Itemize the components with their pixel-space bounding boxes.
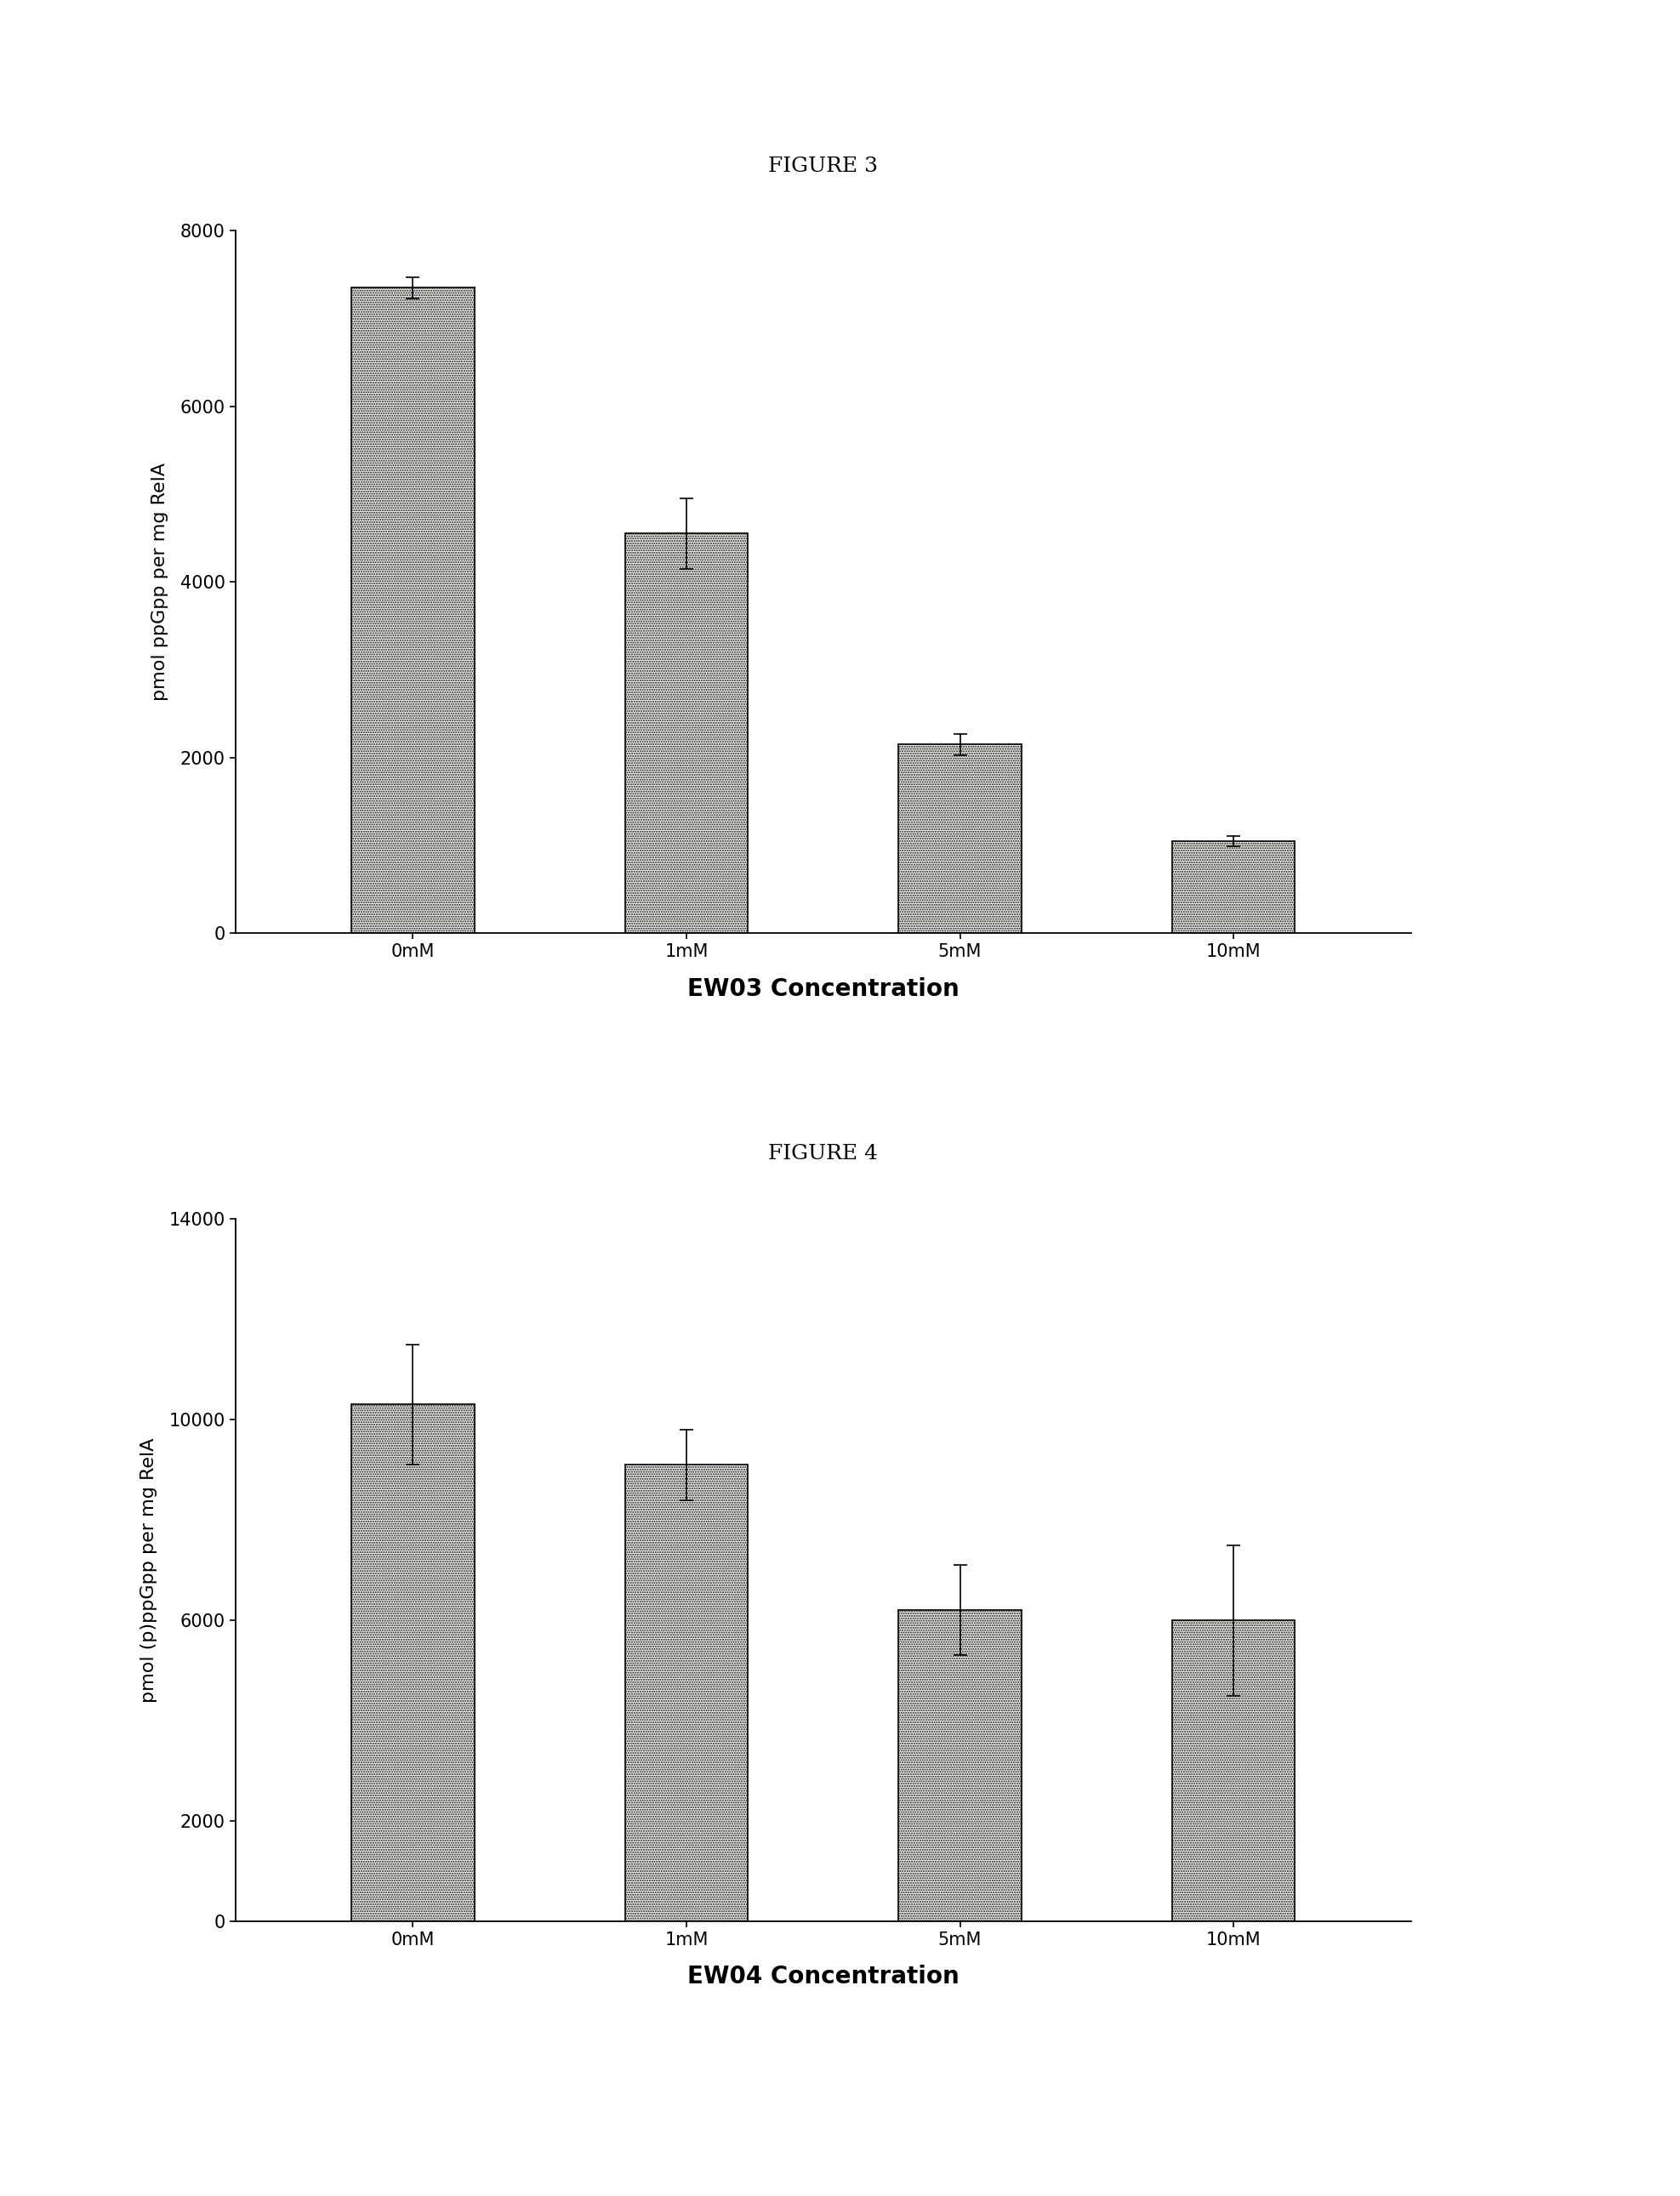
Bar	[1173, 841, 1295, 933]
Y-axis label: pmol (p)ppGpp per mg RelA: pmol (p)ppGpp per mg RelA	[139, 1438, 156, 1702]
Bar	[899, 1610, 1021, 1922]
Y-axis label: pmol ppGpp per mg RelA: pmol ppGpp per mg RelA	[151, 463, 168, 701]
Bar	[351, 1405, 474, 1922]
Bar	[625, 1465, 748, 1922]
Bar	[1173, 1621, 1295, 1922]
Text: FIGURE 3: FIGURE 3	[768, 156, 879, 176]
Bar	[899, 744, 1021, 933]
Bar	[351, 288, 474, 933]
X-axis label: EW04 Concentration: EW04 Concentration	[687, 1965, 959, 1990]
Text: FIGURE 4: FIGURE 4	[768, 1144, 879, 1164]
Bar	[625, 534, 748, 933]
X-axis label: EW03 Concentration: EW03 Concentration	[687, 977, 959, 1001]
